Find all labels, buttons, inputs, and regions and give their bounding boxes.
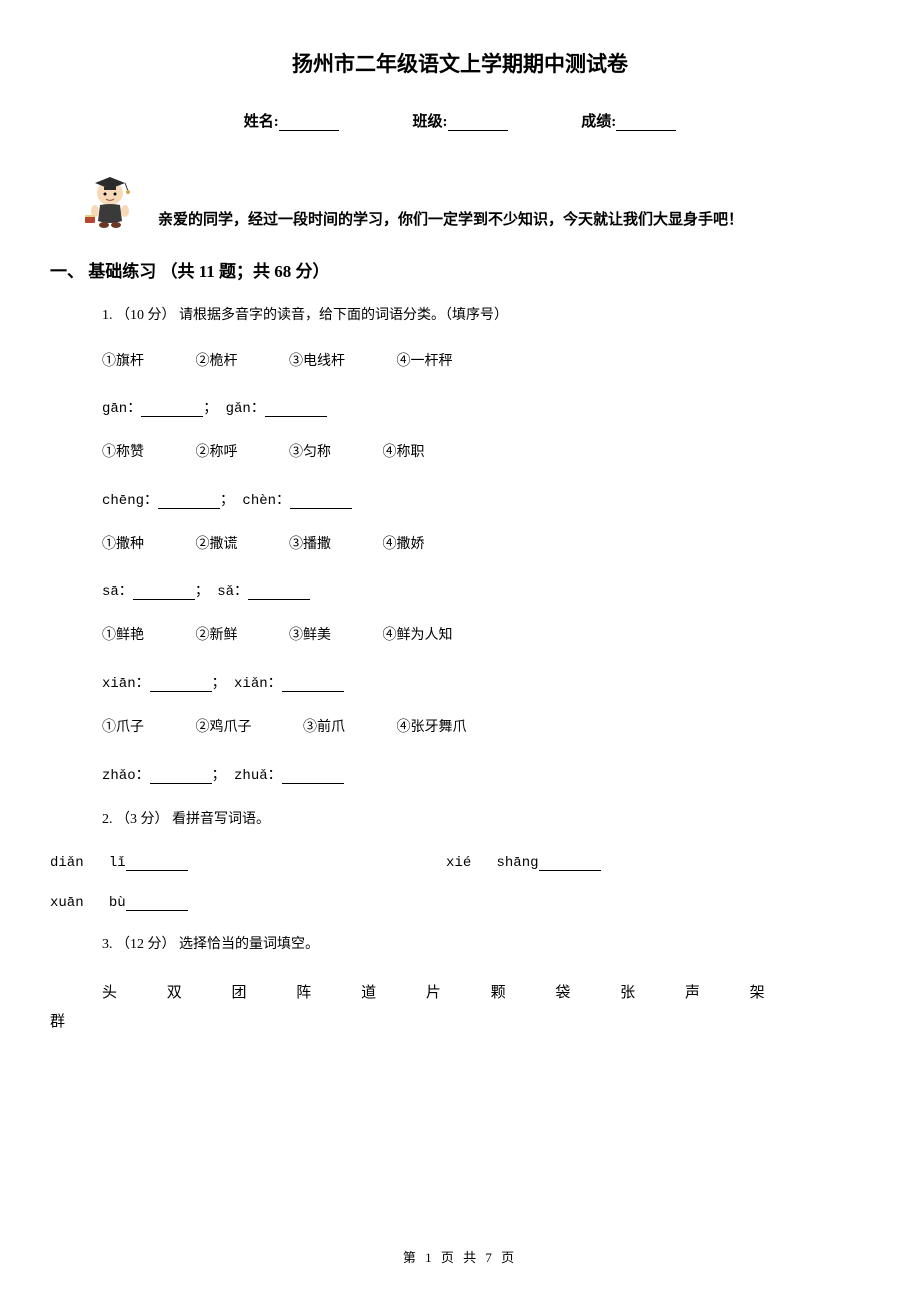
- py-label: zhuǎ：: [234, 768, 282, 784]
- blank: [248, 586, 310, 600]
- q2-prompt: 2. （3 分） 看拼音写词语。: [102, 810, 870, 830]
- class-field: 班级:: [413, 110, 508, 131]
- page-footer: 第 1 页 共 7 页: [0, 1247, 920, 1266]
- info-row: 姓名: 班级: 成绩:: [50, 110, 870, 131]
- opt: ②新鲜: [196, 626, 238, 646]
- opt: ①撒种: [102, 535, 144, 555]
- q1-py1: gān： ； gǎn：: [102, 397, 870, 417]
- char: 架: [750, 981, 767, 1002]
- name-label: 姓名:: [244, 114, 279, 130]
- py-label: chēng：: [102, 493, 158, 509]
- class-label: 班级:: [413, 114, 448, 130]
- class-blank: [448, 115, 508, 131]
- py-label: gān：: [102, 401, 141, 417]
- q1-py4: xiān： ； xiǎn：: [102, 672, 870, 692]
- blank: [150, 678, 212, 692]
- char: 道: [361, 981, 378, 1002]
- opt: ③鲜美: [289, 626, 331, 646]
- opt: ②撒谎: [196, 535, 238, 555]
- opt: ①称赞: [102, 443, 144, 463]
- q1-prompt: 1. （10 分） 请根据多音字的读音，给下面的词语分类。（填序号）: [102, 306, 870, 326]
- blank: [126, 857, 188, 871]
- opt: ④张牙舞爪: [397, 718, 467, 738]
- section-header: 一、 基础练习 （共 11 题；共 68 分）: [50, 257, 870, 282]
- q3-chars: 头 双 团 阵 道 片 颗 袋 张 声 架: [102, 981, 870, 1002]
- py: bù: [109, 895, 126, 911]
- py: lǐ: [109, 855, 126, 871]
- sep: ；: [203, 401, 217, 417]
- opt: ④撒娇: [383, 535, 425, 555]
- py-label: gǎn：: [226, 401, 265, 417]
- score-label: 成绩:: [581, 114, 616, 130]
- char: 声: [685, 981, 702, 1002]
- q1-row5: ①爪子 ②鸡爪子 ③前爪 ④张牙舞爪: [102, 718, 870, 738]
- opt: ②称呼: [196, 443, 238, 463]
- py: diǎn: [50, 855, 84, 871]
- opt: ③匀称: [289, 443, 331, 463]
- name-blank: [279, 115, 339, 131]
- blank: [141, 403, 203, 417]
- py: xuān: [50, 895, 84, 911]
- sep: ；: [212, 768, 226, 784]
- q1-row4: ①鲜艳 ②新鲜 ③鲜美 ④鲜为人知: [102, 626, 870, 646]
- q2-line2: xuān bù: [50, 895, 870, 911]
- blank: [282, 678, 344, 692]
- opt: ④称职: [383, 443, 425, 463]
- sep: ；: [195, 584, 209, 600]
- opt: ①爪子: [102, 718, 144, 738]
- q2-line1: diǎn lǐ xié shāng: [50, 855, 870, 871]
- q1-row2: ①称赞 ②称呼 ③匀称 ④称职: [102, 443, 870, 463]
- q1-py3: sā： ； sǎ：: [102, 580, 870, 600]
- opt: ①旗杆: [102, 352, 144, 372]
- mascot-row: 亲爱的同学，经过一段时间的学习，你们一定学到不少知识，今天就让我们大显身手吧！: [50, 171, 870, 229]
- opt: ③前爪: [303, 718, 345, 738]
- opt: ②桅杆: [196, 352, 238, 372]
- score-field: 成绩:: [581, 110, 676, 131]
- py-label: xiǎn：: [234, 676, 282, 692]
- char: 片: [426, 981, 443, 1002]
- page-title: 扬州市二年级语文上学期期中测试卷: [50, 48, 870, 78]
- opt: ③电线杆: [289, 352, 345, 372]
- char: 双: [167, 981, 184, 1002]
- blank: [158, 495, 220, 509]
- blank: [133, 586, 195, 600]
- sep: ；: [212, 676, 226, 692]
- mascot-icon: [80, 171, 140, 229]
- encourage-text: 亲爱的同学，经过一段时间的学习，你们一定学到不少知识，今天就让我们大显身手吧！: [158, 208, 870, 229]
- q1-py2: chēng： ； chèn：: [102, 489, 870, 509]
- opt: ④鲜为人知: [383, 626, 453, 646]
- opt: ④一杆秤: [397, 352, 453, 372]
- blank: [265, 403, 327, 417]
- q1-row1: ①旗杆 ②桅杆 ③电线杆 ④一杆秤: [102, 352, 870, 372]
- char: 张: [620, 981, 637, 1002]
- q1-row3: ①撒种 ②撒谎 ③播撒 ④撒娇: [102, 535, 870, 555]
- blank: [126, 897, 188, 911]
- name-field: 姓名:: [244, 110, 339, 131]
- q3-last: 群: [50, 1010, 870, 1031]
- char: 袋: [555, 981, 572, 1002]
- char: 头: [102, 981, 119, 1002]
- blank: [150, 770, 212, 784]
- blank: [290, 495, 352, 509]
- q3-prompt: 3. （12 分） 选择恰当的量词填空。: [102, 935, 870, 955]
- py: shāng: [496, 855, 538, 871]
- blank: [539, 857, 601, 871]
- q1-py5: zhǎo： ； zhuǎ：: [102, 764, 870, 784]
- py: xié: [446, 855, 471, 871]
- py-label: zhǎo：: [102, 768, 150, 784]
- char: 团: [232, 981, 249, 1002]
- opt: ③播撒: [289, 535, 331, 555]
- py-label: xiān：: [102, 676, 150, 692]
- opt: ①鲜艳: [102, 626, 144, 646]
- char: 颗: [491, 981, 508, 1002]
- sep: ；: [220, 493, 234, 509]
- py-label: chèn：: [242, 493, 290, 509]
- py-label: sā：: [102, 584, 133, 600]
- opt: ②鸡爪子: [196, 718, 252, 738]
- py-label: sǎ：: [217, 584, 248, 600]
- char: 阵: [296, 981, 313, 1002]
- blank: [282, 770, 344, 784]
- score-blank: [616, 115, 676, 131]
